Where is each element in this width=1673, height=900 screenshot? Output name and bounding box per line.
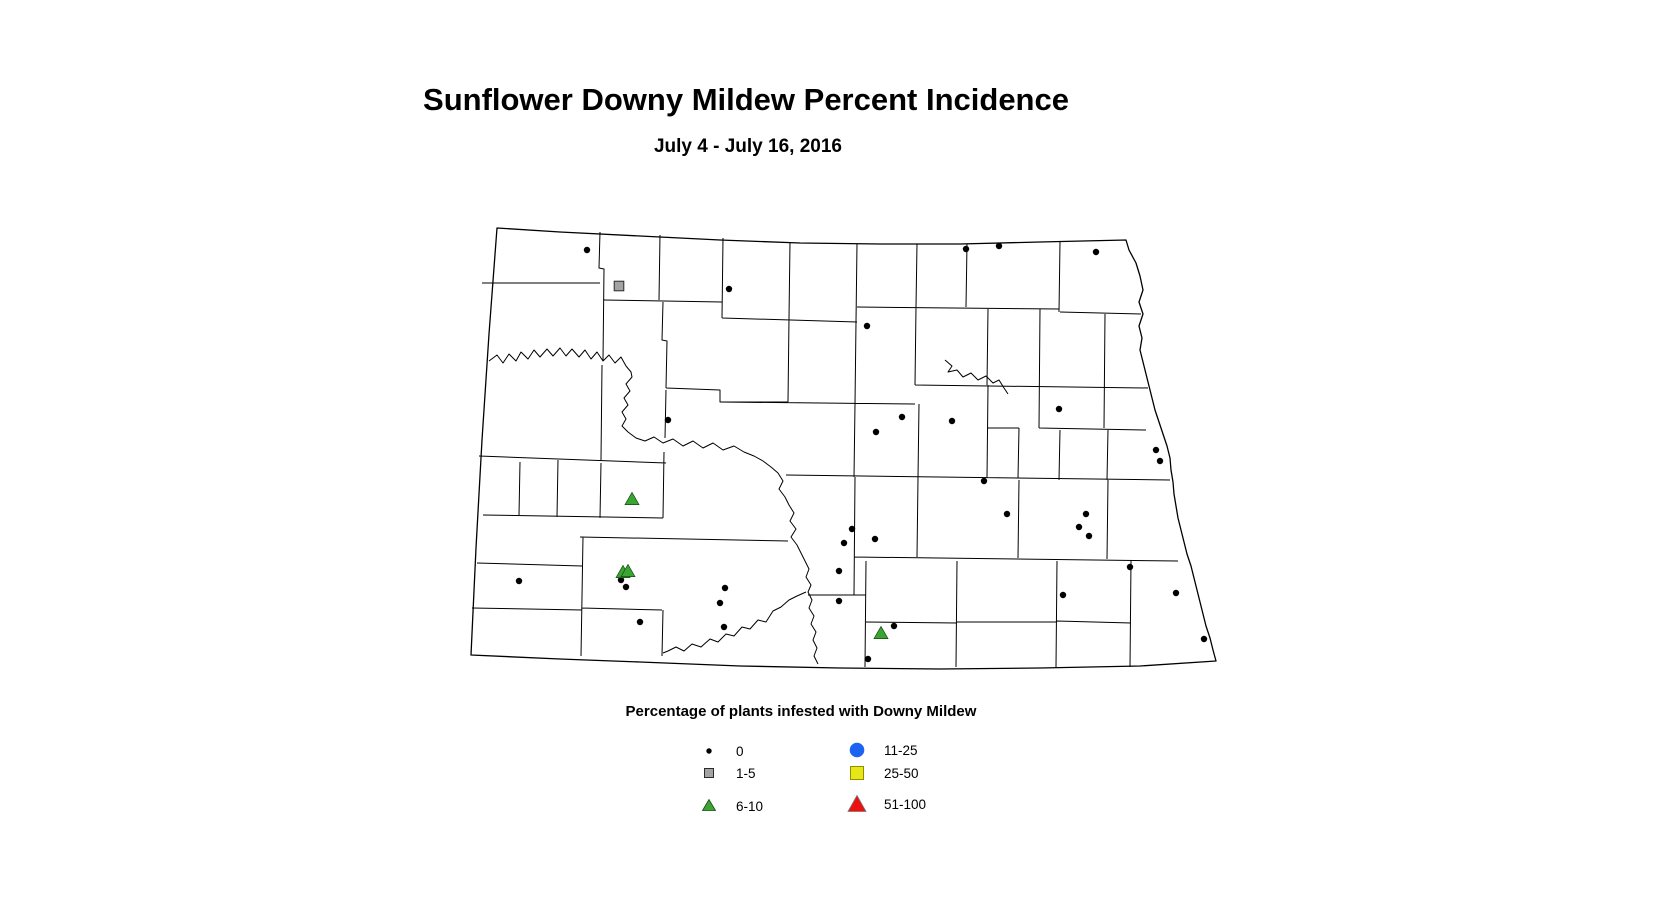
marker-small-black-dot-0 bbox=[1085, 532, 1093, 540]
marker-small-black-dot-0 bbox=[515, 577, 523, 585]
marker-small-black-dot-0 bbox=[1075, 523, 1083, 531]
marker-small-black-dot-0 bbox=[636, 618, 644, 626]
legend-label: 0 bbox=[736, 743, 744, 759]
marker-small-black-dot-0 bbox=[948, 417, 956, 425]
legend-title: Percentage of plants infested with Downy… bbox=[625, 703, 977, 720]
state-outline bbox=[470, 227, 1217, 670]
marker-small-black-dot-0 bbox=[716, 599, 724, 607]
marker-small-black-dot-0 bbox=[1003, 510, 1011, 518]
blue-circle-icon bbox=[849, 742, 865, 758]
marker-green-triangle-6-10 bbox=[873, 625, 889, 639]
survey-site-markers bbox=[515, 242, 1208, 663]
marker-small-black-dot-0 bbox=[1172, 589, 1180, 597]
marker-small-black-dot-0 bbox=[721, 584, 729, 592]
legend-label: 11-25 bbox=[884, 742, 918, 758]
page-title: Sunflower Downy Mildew Percent Incidence bbox=[423, 82, 1069, 117]
marker-small-black-dot-0 bbox=[864, 655, 872, 663]
marker-small-black-dot-0 bbox=[622, 583, 630, 591]
marker-small-black-dot-0 bbox=[898, 413, 906, 421]
marker-small-black-dot-0 bbox=[863, 322, 871, 330]
yellow-square-icon bbox=[850, 766, 864, 780]
marker-small-black-dot-0 bbox=[1059, 591, 1067, 599]
legend-item-0: 0 bbox=[699, 739, 744, 763]
marker-small-black-dot-0 bbox=[962, 245, 970, 253]
missouri-river-line bbox=[488, 347, 819, 665]
cannonball-river-line bbox=[662, 591, 807, 654]
legend-label: 1-5 bbox=[736, 765, 756, 781]
marker-small-black-dot-0 bbox=[1152, 446, 1160, 454]
legend-item-11-25: 11-25 bbox=[847, 738, 918, 762]
page-subtitle: July 4 - July 16, 2016 bbox=[653, 136, 842, 157]
marker-small-black-dot-0 bbox=[840, 539, 848, 547]
legend-label: 51-100 bbox=[884, 796, 927, 812]
devils-lake-line bbox=[944, 359, 1009, 395]
legend-label: 6-10 bbox=[736, 798, 764, 814]
marker-green-triangle-6-10 bbox=[620, 563, 636, 577]
marker-small-black-dot-0 bbox=[1126, 563, 1134, 571]
marker-small-black-dot-0 bbox=[725, 285, 733, 293]
marker-small-black-dot-0 bbox=[1200, 635, 1208, 643]
marker-small-black-dot-0 bbox=[848, 525, 856, 533]
marker-small-black-dot-0 bbox=[1055, 405, 1063, 413]
marker-small-black-dot-0 bbox=[1082, 510, 1090, 518]
legend-item-1-5: 1-5 bbox=[699, 761, 756, 785]
legend-item-25-50: 25-50 bbox=[847, 761, 919, 785]
marker-small-black-dot-0 bbox=[890, 622, 898, 630]
marker-small-black-dot-0 bbox=[872, 428, 880, 436]
marker-small-black-dot-0 bbox=[835, 567, 843, 575]
marker-small-black-dot-0 bbox=[871, 535, 879, 543]
gray-square-icon bbox=[704, 768, 714, 778]
marker-small-black-dot-0 bbox=[995, 242, 1003, 250]
marker-small-black-dot-0 bbox=[664, 416, 672, 424]
marker-gray-square-1-5 bbox=[613, 280, 625, 292]
marker-small-black-dot-0 bbox=[720, 623, 728, 631]
legend-item-51-100: 51-100 bbox=[847, 792, 926, 816]
legend-label: 25-50 bbox=[884, 765, 919, 781]
marker-small-black-dot-0 bbox=[617, 576, 625, 584]
county-boundaries bbox=[471, 231, 1179, 668]
legend-item-6-10: 6-10 bbox=[699, 794, 763, 818]
small-black-dot-icon bbox=[706, 748, 712, 754]
green-triangle-icon bbox=[701, 798, 717, 811]
marker-small-black-dot-0 bbox=[1092, 248, 1100, 256]
marker-small-black-dot-0 bbox=[835, 597, 843, 605]
marker-small-black-dot-0 bbox=[1156, 457, 1164, 465]
red-triangle-icon bbox=[847, 794, 867, 812]
marker-small-black-dot-0 bbox=[980, 477, 988, 485]
marker-green-triangle-6-10 bbox=[624, 491, 640, 505]
marker-small-black-dot-0 bbox=[583, 246, 591, 254]
